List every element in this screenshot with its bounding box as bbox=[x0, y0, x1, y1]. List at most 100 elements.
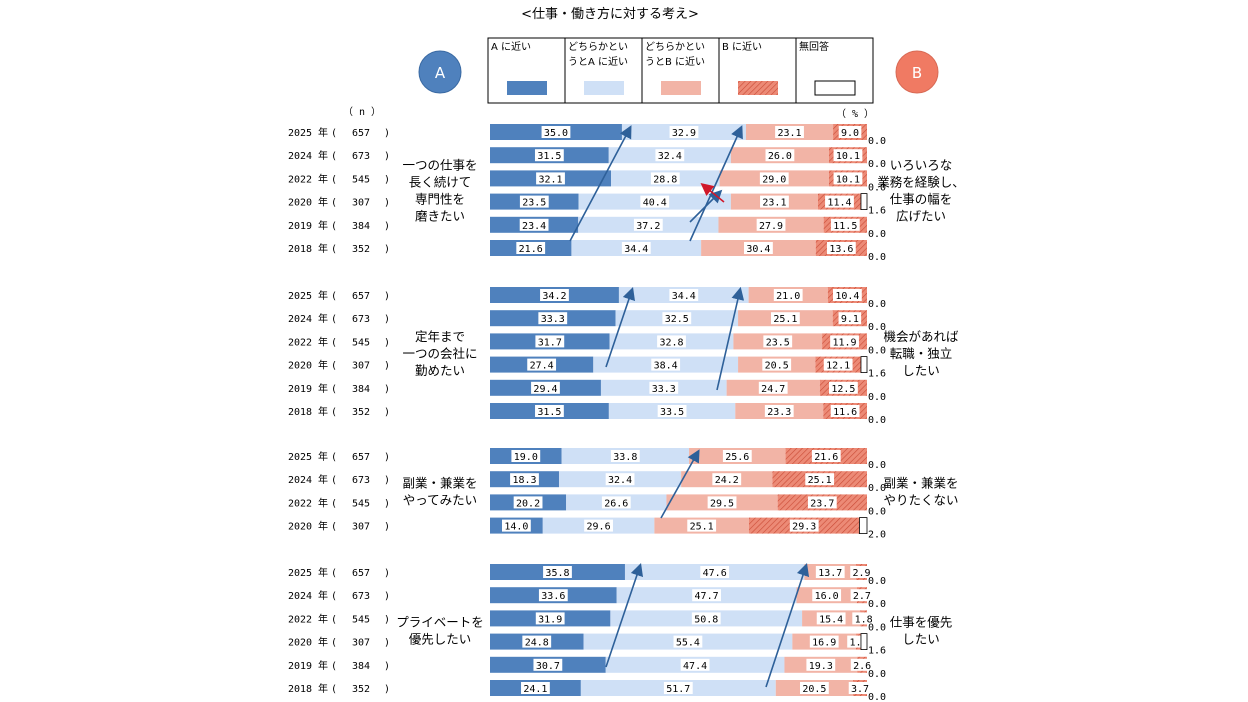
row-year: 2022 年 bbox=[288, 496, 328, 509]
value-label: 9.1 bbox=[841, 314, 859, 325]
value-label-bg bbox=[850, 566, 873, 578]
value-label: 32.4 bbox=[658, 151, 682, 162]
trend-arrow bbox=[716, 286, 745, 391]
value-label-bg bbox=[760, 195, 789, 208]
left-statement: 磨きたい bbox=[415, 209, 465, 224]
row-year: 2019 年 bbox=[288, 219, 328, 232]
value-label-bg bbox=[657, 405, 687, 417]
value-label: 23.7 bbox=[810, 498, 834, 509]
trend-arrow bbox=[605, 562, 644, 668]
row-paren-close: ) bbox=[384, 591, 390, 602]
value-label-bg bbox=[770, 312, 800, 325]
value-label: 2.6 bbox=[853, 661, 871, 672]
value-label-bg bbox=[764, 405, 794, 417]
value-label-na: 2.0 bbox=[868, 530, 886, 541]
row-year: 2022 年 bbox=[288, 612, 328, 625]
value-label-na: 0.0 bbox=[868, 415, 886, 426]
value-label-bg bbox=[812, 589, 842, 602]
legend-label: うとB に近い bbox=[645, 55, 705, 68]
left-statement: 一つの会社に bbox=[402, 346, 477, 361]
value-label-bg bbox=[852, 612, 875, 625]
value-label-bg bbox=[540, 289, 569, 301]
circle-b-badge: B bbox=[895, 50, 939, 94]
value-label-bg bbox=[519, 195, 549, 208]
value-label: 26.6 bbox=[604, 498, 628, 509]
value-label-bg bbox=[657, 335, 686, 348]
value-label: 34.4 bbox=[624, 244, 648, 255]
row-paren-open: ( bbox=[331, 591, 337, 602]
value-label-bg bbox=[534, 149, 564, 162]
trend-arrows bbox=[569, 125, 810, 688]
row-year: 2020 年 bbox=[288, 359, 328, 372]
circle-a-label: A bbox=[435, 64, 446, 82]
row-n: 384 bbox=[352, 384, 370, 395]
legend-swatch-na bbox=[814, 80, 856, 96]
row-paren-open: ( bbox=[331, 151, 337, 162]
value-label-bg bbox=[763, 335, 793, 348]
value-label-bg bbox=[621, 242, 651, 254]
value-label: 35.0 bbox=[544, 128, 568, 139]
value-label: 1.3 bbox=[849, 638, 867, 649]
value-label: 38.4 bbox=[654, 361, 678, 372]
value-label: 32.5 bbox=[665, 314, 689, 325]
row-paren-close: ) bbox=[384, 291, 390, 302]
row-year: 2024 年 bbox=[288, 312, 328, 325]
value-label-na: 0.0 bbox=[868, 460, 886, 471]
value-label-bg bbox=[538, 312, 568, 325]
legend-swatch-mb bbox=[661, 81, 701, 95]
value-label-bg bbox=[707, 496, 737, 509]
value-label-bg bbox=[519, 218, 549, 231]
value-label: 33.3 bbox=[541, 314, 565, 325]
value-label: 10.1 bbox=[836, 151, 860, 162]
row-paren-open: ( bbox=[331, 452, 337, 463]
value-label-bg bbox=[848, 682, 872, 694]
value-label-bg bbox=[765, 149, 795, 162]
value-label-na: 0.0 bbox=[868, 136, 886, 147]
value-label: 23.5 bbox=[766, 337, 790, 348]
value-label-na: 0.0 bbox=[868, 669, 886, 680]
value-label: 40.4 bbox=[643, 198, 667, 209]
legend-swatch-a bbox=[507, 81, 547, 95]
row-paren-close: ) bbox=[384, 221, 390, 232]
trend-arrow bbox=[689, 189, 723, 223]
value-label-bg bbox=[833, 149, 863, 162]
value-label-bg bbox=[531, 381, 560, 394]
value-label: 21.6 bbox=[814, 452, 838, 463]
value-label: 51.7 bbox=[666, 684, 690, 695]
value-label: 29.5 bbox=[710, 498, 734, 509]
row-paren-open: ( bbox=[331, 475, 337, 486]
row-paren-open: ( bbox=[331, 361, 337, 372]
value-label: 23.4 bbox=[522, 221, 546, 232]
value-label: 23.3 bbox=[767, 407, 791, 418]
value-label-bg bbox=[501, 519, 531, 532]
bar-segment-na bbox=[859, 517, 868, 534]
value-label: 28.8 bbox=[653, 174, 677, 185]
value-label: 13.6 bbox=[829, 244, 853, 255]
row-paren-open: ( bbox=[331, 128, 337, 139]
value-label: 12.5 bbox=[831, 384, 855, 395]
value-label-bg bbox=[669, 126, 699, 138]
value-label: 3.7 bbox=[851, 684, 869, 695]
left-statement: 定年まで bbox=[415, 329, 465, 344]
value-label-bg bbox=[815, 566, 845, 578]
bar-segment-na bbox=[860, 193, 868, 211]
value-label-na: 1.6 bbox=[868, 206, 886, 217]
row-year: 2018 年 bbox=[288, 405, 328, 418]
row-paren-close: ) bbox=[384, 452, 390, 463]
value-label-bg bbox=[680, 658, 710, 671]
value-label-na: 0.0 bbox=[868, 322, 886, 333]
value-label-bg bbox=[850, 658, 874, 671]
value-label-na: 1.6 bbox=[868, 646, 886, 657]
row-year: 2020 年 bbox=[288, 636, 328, 649]
value-label: 47.7 bbox=[695, 591, 719, 602]
row-paren-close: ) bbox=[384, 384, 390, 395]
value-label-bg bbox=[826, 242, 856, 254]
value-label-bg bbox=[535, 612, 565, 625]
legend-label: A に近い bbox=[491, 40, 531, 53]
value-label-bg bbox=[692, 589, 721, 602]
value-label-na: 0.0 bbox=[868, 252, 886, 263]
value-label-bg bbox=[712, 473, 742, 486]
row-n: 673 bbox=[352, 591, 370, 602]
